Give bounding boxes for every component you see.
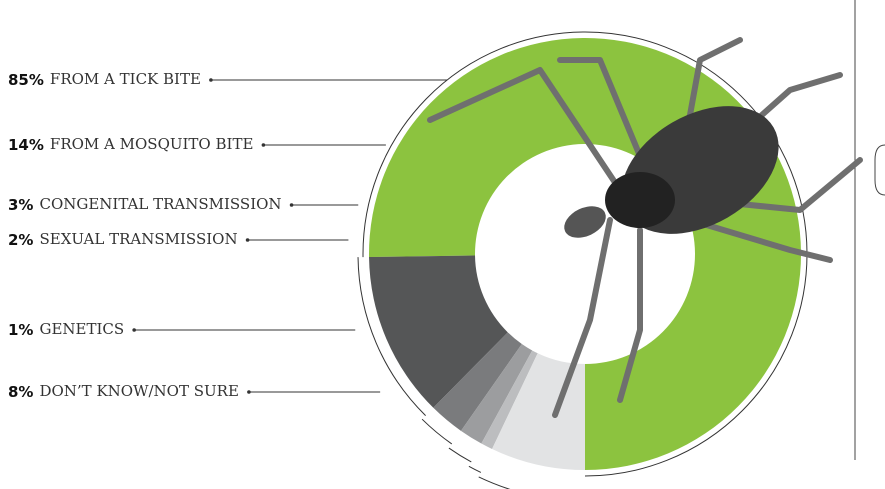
value-label: 8% — [8, 383, 33, 401]
value-label: 2% — [8, 231, 33, 249]
category-label: CONGENITAL TRANSMISSION — [39, 195, 281, 213]
page: {"chart_data":{"type":"donut", "categori… — [0, 0, 885, 489]
label: 8% DON’T KNOW/NOT SURE — [8, 382, 239, 401]
label: 2% SEXUAL TRANSMISSION — [8, 230, 238, 249]
chart: 85% FROM A TICK BITE 14% FROM A MOSQUITO BI… — [0, 0, 885, 489]
category-label: FROM A TICK BITE — [50, 70, 201, 88]
leader-arc — [469, 466, 481, 472]
value-label: 1% — [8, 321, 33, 339]
category-label: SEXUAL TRANSMISSION — [39, 230, 237, 248]
value-label: 3% — [8, 196, 33, 214]
leader-arc — [449, 448, 471, 462]
label: 85% FROM A TICK BITE — [8, 70, 201, 89]
leader-arc — [479, 477, 585, 489]
value-label: 14% — [8, 136, 44, 154]
bracket — [875, 145, 885, 195]
tick-head — [559, 200, 611, 244]
value-label: 85% — [8, 71, 44, 89]
tick-shield — [605, 172, 675, 228]
label: 14% FROM A MOSQUITO BITE — [8, 135, 253, 154]
category-label: FROM A MOSQUITO BITE — [50, 135, 254, 153]
label: 3% CONGENITAL TRANSMISSION — [8, 195, 282, 214]
leader-arc — [422, 419, 452, 444]
category-label: DON’T KNOW/NOT SURE — [39, 382, 238, 400]
category-label: GENETICS — [39, 320, 124, 338]
label: 1% GENETICS — [8, 320, 124, 339]
